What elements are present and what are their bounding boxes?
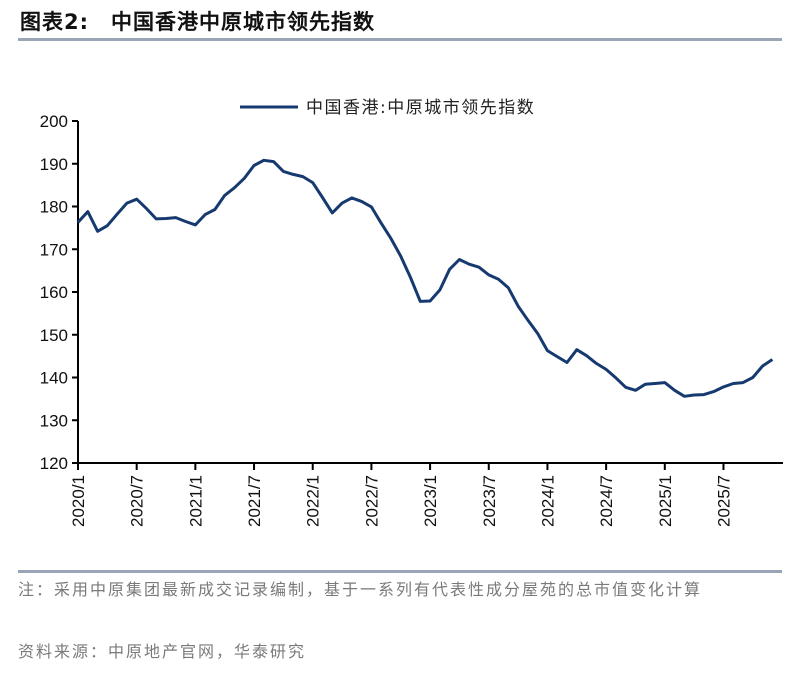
x-tick-label: 2025/1 — [656, 475, 675, 527]
footnote: 注：采用中原集团最新成交记录编制，基于一系列有代表性成分屋苑的总市值变化计算 — [18, 580, 703, 599]
figure-label: 图表2: — [20, 10, 90, 34]
y-tick-label: 160 — [40, 283, 68, 302]
x-tick-label: 2021/7 — [245, 475, 264, 527]
title-divider — [18, 38, 782, 41]
footer-divider — [18, 570, 782, 573]
x-tick-label: 2025/7 — [714, 475, 733, 527]
x-tick-label: 2024/7 — [597, 475, 616, 527]
y-tick-label: 190 — [40, 155, 68, 174]
y-tick-label: 140 — [40, 369, 68, 388]
figure-title-text: 中国香港中原城市领先指数 — [111, 10, 376, 34]
y-tick-label: 180 — [40, 198, 68, 217]
legend: 中国香港:中原城市领先指数 — [240, 98, 535, 118]
x-tick-label: 2023/7 — [480, 475, 499, 527]
y-axis-ticks: 120 130 140 150 160 170 180 190 200 — [40, 112, 78, 473]
x-tick-label: 2023/1 — [421, 475, 440, 527]
y-tick-label: 120 — [40, 454, 68, 473]
series-line — [76, 158, 774, 398]
x-tick-label: 2024/1 — [538, 475, 557, 527]
y-tick-label: 130 — [40, 411, 68, 430]
axes — [77, 121, 783, 464]
x-tick-label: 2022/7 — [362, 475, 381, 527]
x-tick-label: 2020/1 — [69, 475, 88, 527]
line-chart: 中国香港:中原城市领先指数 120 130 140 150 160 170 180 190 20… — [40, 98, 783, 527]
y-tick-label: 170 — [40, 240, 68, 259]
source-note: 资料来源：中原地产官网，华泰研究 — [18, 642, 307, 661]
y-tick-label: 150 — [40, 326, 68, 345]
y-tick-label: 200 — [40, 112, 68, 131]
x-tick-label: 2020/7 — [128, 475, 147, 527]
figure-title: 图表2: 中国香港中原城市领先指数 — [20, 6, 375, 36]
x-tick-label: 2022/1 — [304, 475, 323, 527]
legend-label: 中国香港:中原城市领先指数 — [306, 98, 535, 118]
x-tick-label: 2021/1 — [186, 475, 205, 527]
x-axis-ticks: 2020/1 2020/7 2021/1 2021/7 2022/1 2022/7 2023… — [69, 463, 733, 527]
